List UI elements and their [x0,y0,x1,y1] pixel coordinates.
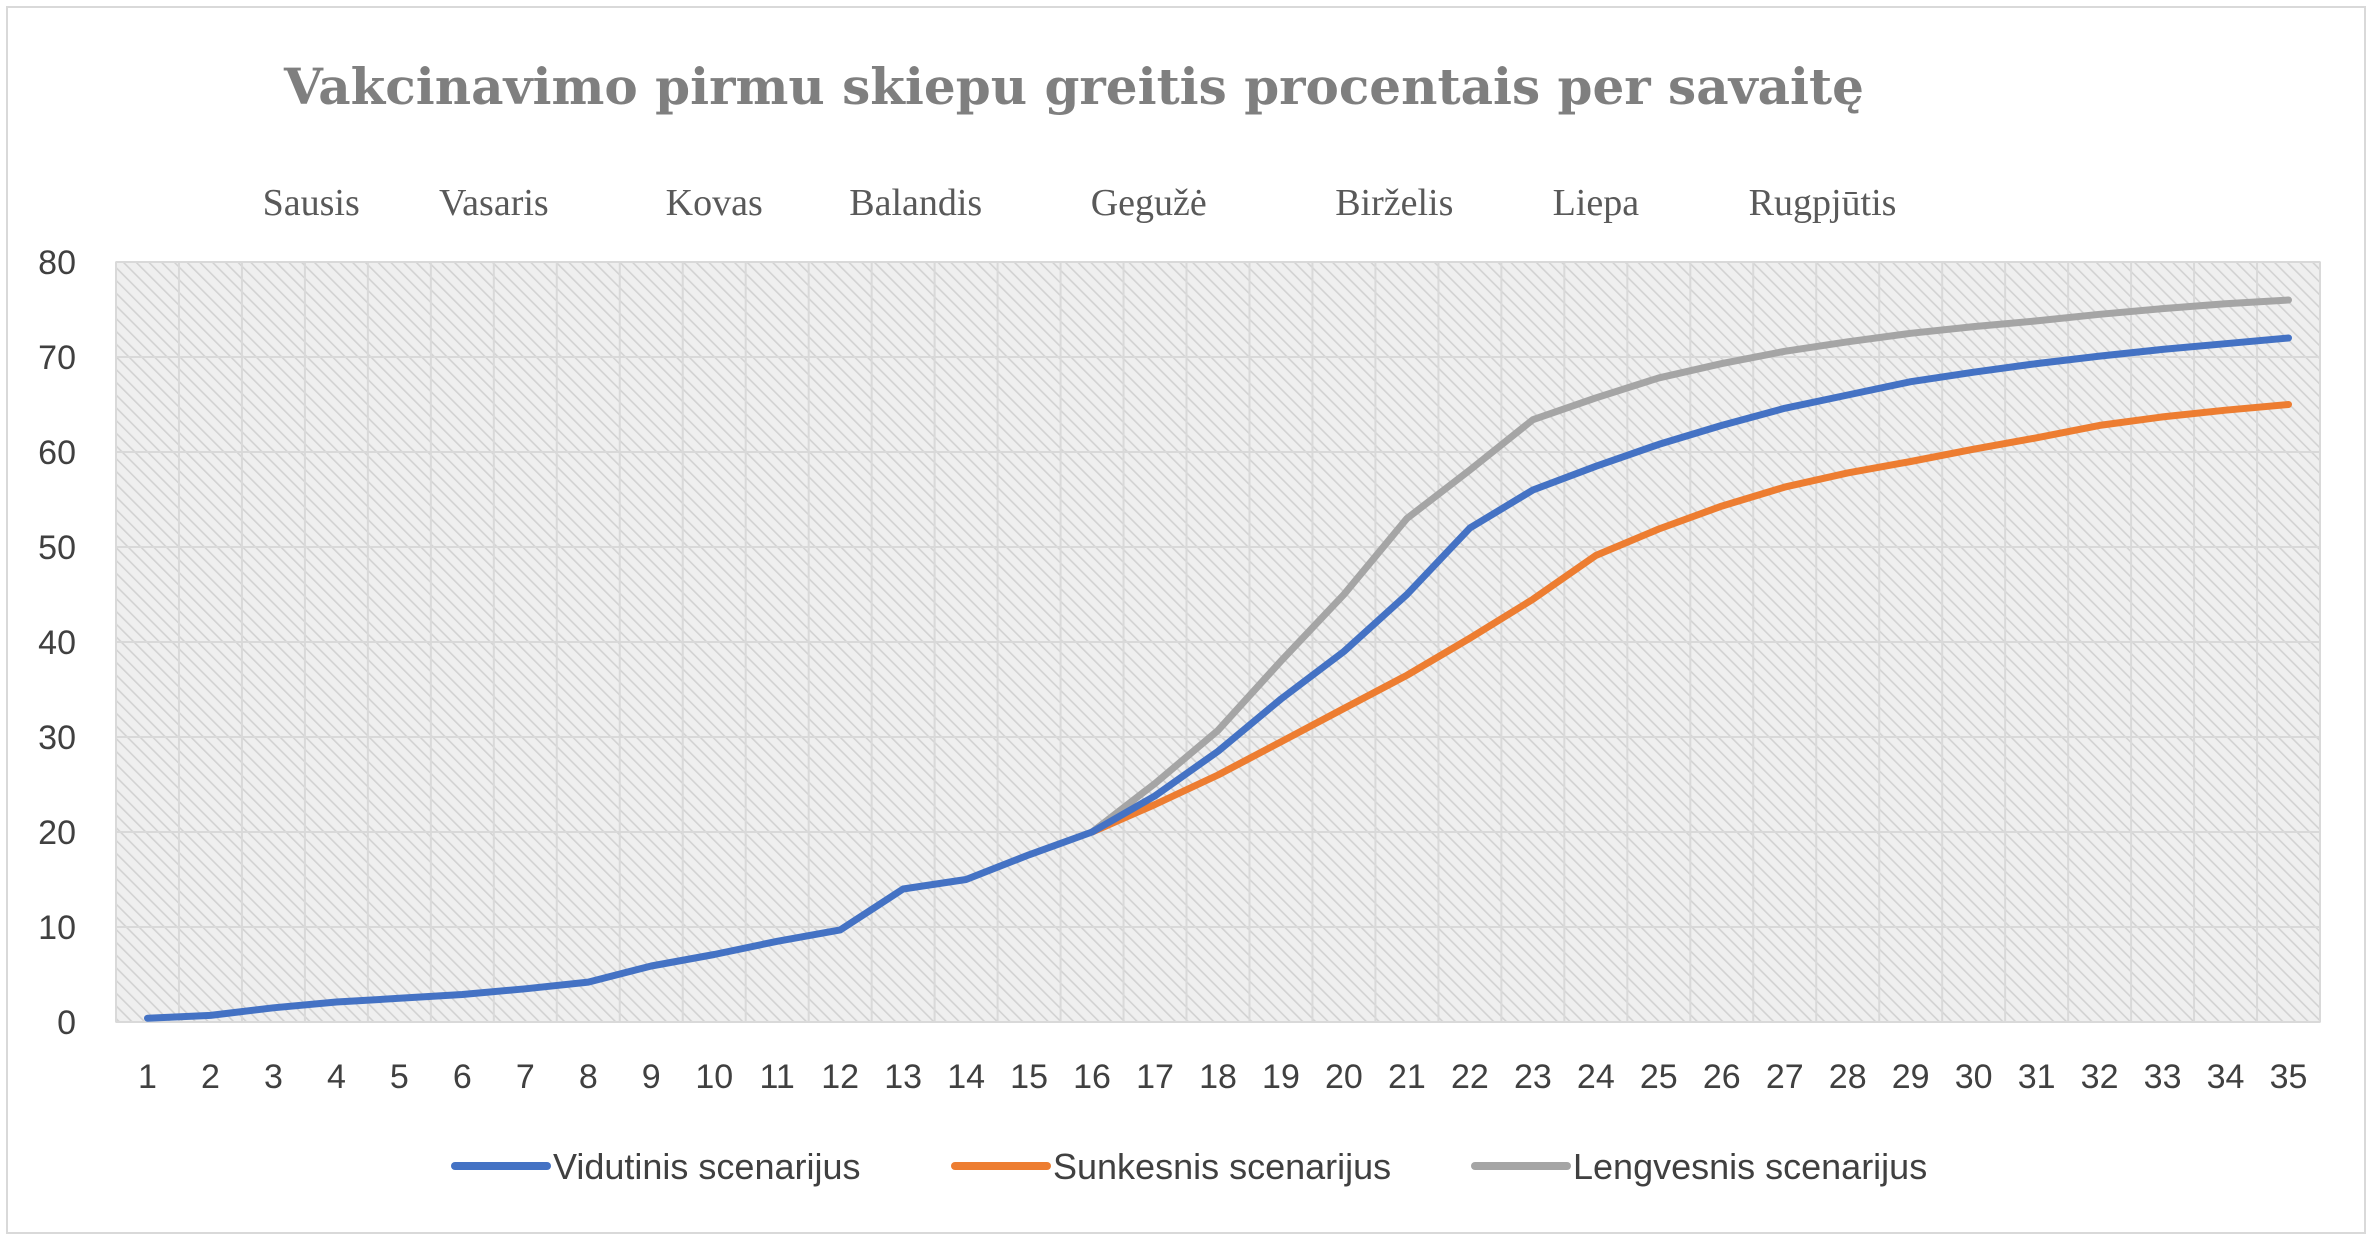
x-tick-label: 16 [1073,1058,1111,1096]
x-tick-label: 13 [884,1058,922,1096]
x-tick-label: 20 [1325,1058,1363,1096]
month-label: Birželis [1335,182,1453,224]
month-label: Sausis [263,182,360,224]
y-tick-label: 80 [38,244,76,282]
x-tick-label: 14 [947,1058,985,1096]
x-tick-label: 23 [1514,1058,1552,1096]
x-tick-label: 5 [390,1058,409,1096]
month-label: Kovas [666,182,763,224]
x-tick-label: 2 [201,1058,220,1096]
x-tick-label: 6 [453,1058,472,1096]
x-tick-label: 3 [264,1058,283,1096]
x-tick-label: 27 [1766,1058,1804,1096]
x-tick-label: 9 [642,1058,661,1096]
x-tick-label: 30 [1955,1058,1993,1096]
y-tick-label: 20 [38,814,76,852]
x-tick-label: 19 [1262,1058,1300,1096]
legend-item: Vidutinis scenarijus [451,1146,861,1187]
legend-label: Lengvesnis scenarijus [1573,1146,1927,1187]
x-tick-label: 24 [1577,1058,1615,1096]
y-tick-label: 10 [38,909,76,947]
month-label: Gegužė [1091,182,1207,224]
x-tick-label: 10 [695,1058,733,1096]
x-tick-label: 1 [138,1058,157,1096]
x-tick-label: 32 [2081,1058,2119,1096]
x-tick-label: 29 [1892,1058,1930,1096]
series-line-3 [1088,296,2292,836]
x-tick-label: 31 [2018,1058,2056,1096]
month-label: Liepa [1553,182,1640,224]
x-tick-label: 28 [1829,1058,1867,1096]
legend-label: Sunkesnis scenarijus [1053,1146,1391,1187]
month-label: Rugpjūtis [1749,182,1897,224]
x-tick-label: 11 [760,1058,795,1096]
legend-item: Sunkesnis scenarijus [951,1146,1391,1187]
x-tick-label: 17 [1136,1058,1174,1096]
x-tick-label: 4 [327,1058,346,1096]
month-label: Balandis [849,182,982,224]
x-tick-label: 15 [1010,1058,1048,1096]
x-tick-label: 18 [1199,1058,1237,1096]
month-labels: Sausis Vasaris Kovas Balandis Gegužė Birželis… [263,182,1897,224]
y-tick-label: 70 [38,339,76,377]
series-line-2 [1088,401,2292,836]
y-axis-ticks: 0 10 20 30 40 50 60 70 80 [38,244,76,1042]
legend-item: Lengvesnis scenarijus [1471,1146,1927,1187]
series-line-1 [144,334,2292,1022]
x-tick-label: 21 [1388,1058,1426,1096]
x-tick-label: 35 [2270,1058,2308,1096]
x-tick-label: 12 [821,1058,859,1096]
y-tick-label: 60 [38,434,76,472]
gridlines [115,261,2321,1023]
y-tick-label: 50 [38,529,76,567]
chart-title: Vakcinavimo pirmu skiepu greitis procent… [283,57,1864,116]
x-tick-label: 7 [516,1058,535,1096]
x-tick-label: 26 [1703,1058,1741,1096]
y-tick-label: 0 [57,1004,76,1042]
month-label: Vasaris [439,182,549,224]
x-tick-label: 8 [579,1058,598,1096]
x-tick-label: 25 [1640,1058,1678,1096]
x-tick-label: 34 [2207,1058,2245,1096]
x-tick-label: 33 [2144,1058,2182,1096]
legend: Vidutinis scenarijus Sunkesnis scenarijus… [451,1146,1927,1187]
x-axis-ticks: 1 2 3 4 5 6 7 8 9 10 11 12 13 14 15 16 17 18 19 20 21 22 23 24 2… [138,1058,2307,1096]
series-lines [144,296,2292,1022]
y-tick-label: 40 [38,624,76,662]
x-tick-label: 22 [1451,1058,1489,1096]
legend-label: Vidutinis scenarijus [553,1146,861,1187]
y-tick-label: 30 [38,719,76,757]
